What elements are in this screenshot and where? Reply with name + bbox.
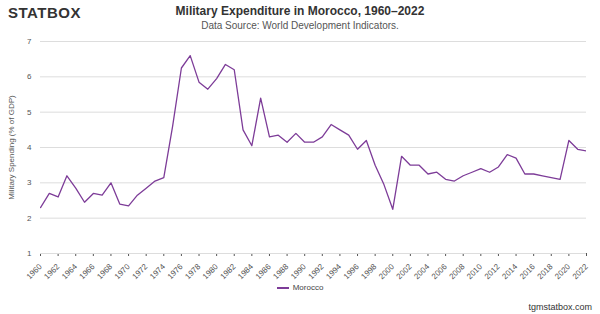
- svg-text:2018: 2018: [536, 262, 555, 281]
- html-text:tgmstatbox.com: tgmstatbox.com: [528, 302, 592, 312]
- svg-text:5: 5: [27, 108, 32, 117]
- svg-text:1960: 1960: [25, 262, 44, 281]
- html-text:Data Source: World Development: Data Source: World Development Indicator…: [201, 20, 399, 31]
- svg-text:1972: 1972: [130, 262, 149, 281]
- svg-text:2004: 2004: [412, 262, 431, 281]
- svg-text:1998: 1998: [359, 262, 378, 281]
- svg-text:1976: 1976: [166, 262, 185, 281]
- html-text:Military Expenditure in Morocc: Military Expenditure in Morocco, 1960–20…: [175, 4, 425, 18]
- svg-text:1964: 1964: [60, 262, 79, 281]
- svg-text:1970: 1970: [113, 262, 132, 281]
- svg-text:1996: 1996: [342, 262, 361, 281]
- svg-text:1978: 1978: [183, 262, 202, 281]
- svg-text:1962: 1962: [42, 262, 61, 281]
- svg-text:2002: 2002: [395, 262, 414, 281]
- svg-text:2008: 2008: [447, 262, 466, 281]
- svg-text:1966: 1966: [78, 262, 97, 281]
- svg-text:1974: 1974: [148, 262, 167, 281]
- svg-text:1: 1: [27, 249, 32, 258]
- svg-text:2000: 2000: [377, 262, 396, 281]
- svg-text:2014: 2014: [500, 262, 519, 281]
- svg-text:1980: 1980: [201, 262, 220, 281]
- html-text:Morocco: Morocco: [292, 283, 324, 292]
- svg-text:Military Spending (% of GDP): Military Spending (% of GDP): [7, 95, 16, 200]
- svg-text:1994: 1994: [324, 262, 343, 281]
- svg-text:1968: 1968: [95, 262, 114, 281]
- svg-text:6: 6: [27, 72, 32, 81]
- svg-text:1988: 1988: [271, 262, 290, 281]
- svg-text:1986: 1986: [254, 262, 273, 281]
- svg-text:1990: 1990: [289, 262, 308, 281]
- svg-text:2022: 2022: [571, 262, 590, 281]
- svg-text:1982: 1982: [219, 262, 238, 281]
- svg-text:2012: 2012: [483, 262, 502, 281]
- html-text:STATBOX: STATBOX: [8, 4, 81, 21]
- svg-text:2020: 2020: [553, 262, 572, 281]
- svg-text:1992: 1992: [307, 262, 326, 281]
- svg-text:7: 7: [27, 37, 32, 46]
- svg-text:1984: 1984: [236, 262, 255, 281]
- svg-text:2006: 2006: [430, 262, 449, 281]
- svg-text:3: 3: [27, 178, 32, 187]
- svg-text:2010: 2010: [465, 262, 484, 281]
- svg-text:2: 2: [27, 214, 32, 223]
- svg-text:2016: 2016: [518, 262, 537, 281]
- svg-text:4: 4: [27, 143, 32, 152]
